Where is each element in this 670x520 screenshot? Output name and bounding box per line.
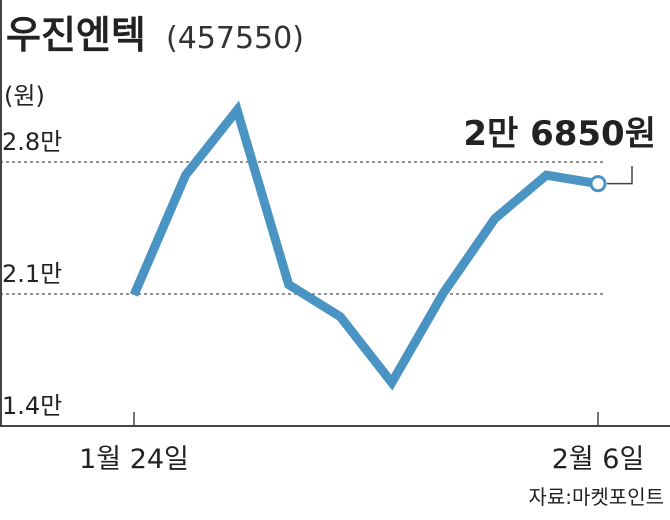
annotation-leader — [607, 166, 633, 185]
label-layer: 우진엔텍 (457550) (원) 자료:마켓포인트 2만 6850원 — [4, 13, 664, 509]
chart-title: 우진엔텍 — [6, 13, 146, 57]
data-point — [589, 175, 607, 193]
source-label: 자료:마켓포인트 — [528, 485, 664, 509]
chart-title-code: (457550) — [166, 21, 304, 56]
y-tick-label: 2.1만 — [2, 260, 62, 288]
axis-layer: 2.8만 2.1만 1.4만 1월 24일 2월 6일 — [0, 0, 670, 475]
series-layer — [129, 100, 633, 391]
x-tick-label: 1월 24일 — [79, 444, 189, 475]
series-line — [129, 100, 599, 391]
y-tick-label: 1.4만 — [2, 392, 62, 420]
grid-layer — [0, 161, 606, 295]
y-tick-label: 2.8만 — [2, 128, 62, 156]
annotation-label: 2만 6850원 — [463, 114, 656, 154]
y-axis-unit-label: (원) — [4, 82, 45, 110]
x-tick-label: 2월 6일 — [552, 444, 645, 475]
